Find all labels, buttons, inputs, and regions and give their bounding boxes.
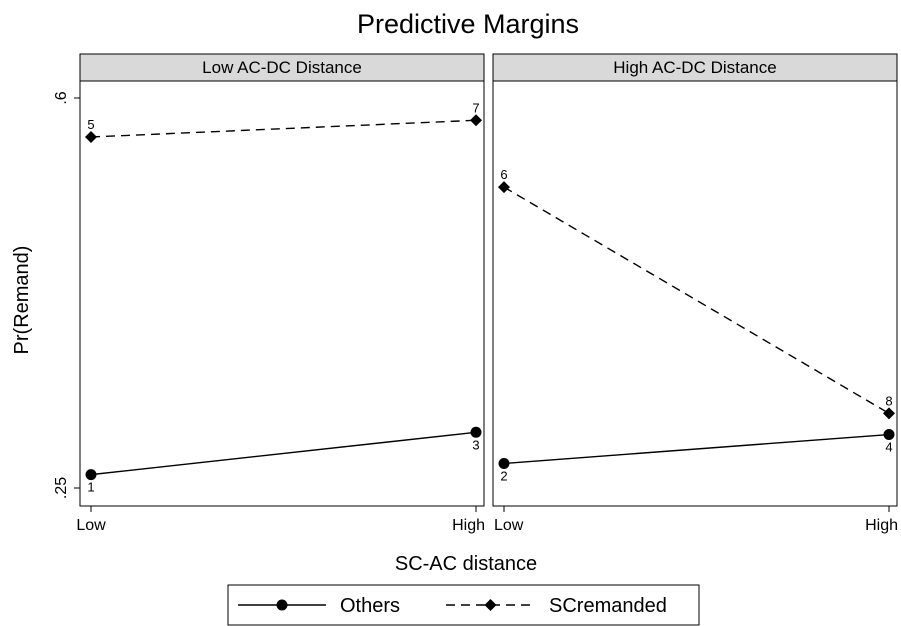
panel-strip [79,53,485,82]
x-tick-label-low: Low [76,517,106,534]
series-line [503,186,890,414]
y-axis-title: Pr(Remand) [11,246,33,355]
data-point [85,131,97,143]
y-tick-label: .25 [53,477,70,499]
panel-strip [492,53,898,82]
x-axis-title: SC-AC distance [395,553,537,575]
point-label: 7 [472,100,479,115]
series-others: 24 [498,429,895,483]
x-tick-label-low: Low [494,517,524,534]
data-point [470,426,482,438]
data-point [498,181,510,194]
point-label: 8 [885,393,892,408]
chart-title: Predictive Margins [357,9,579,39]
panel-frame [492,80,898,507]
y-axis: .25 .6 [53,81,81,506]
panel-strip-label: High AC-DC Distance [613,58,776,77]
point-label: 1 [87,480,94,495]
x-tick-label-high: High [452,517,485,534]
point-label: 5 [87,117,94,132]
panel-frame [79,80,485,507]
legend-marker [276,599,288,611]
point-label: 6 [500,167,507,182]
legend-item-scremanded: SCremanded [446,595,667,617]
legend: Others SCremanded [227,584,700,626]
y-tick-label: .6 [53,91,70,104]
x-tick-label-high: High [865,517,898,534]
data-point [883,407,895,420]
data-point [883,429,895,441]
series-scremanded: 57 [85,100,482,143]
data-point [498,457,510,469]
series-scremanded: 68 [498,167,895,420]
series-line [503,433,890,465]
data-point [85,469,97,481]
point-label: 2 [500,468,507,483]
series-line [90,119,477,138]
panel-strip-label: Low AC-DC Distance [202,58,362,77]
legend-item-others: Others [238,595,400,617]
legend-label: Others [340,595,400,617]
data-point [470,114,482,127]
point-label: 3 [472,437,479,452]
series-line [90,431,477,476]
point-label: 4 [885,440,892,455]
legend-marker [484,599,497,611]
legend-label: SCremanded [549,595,667,617]
series-others: 13 [85,426,482,495]
